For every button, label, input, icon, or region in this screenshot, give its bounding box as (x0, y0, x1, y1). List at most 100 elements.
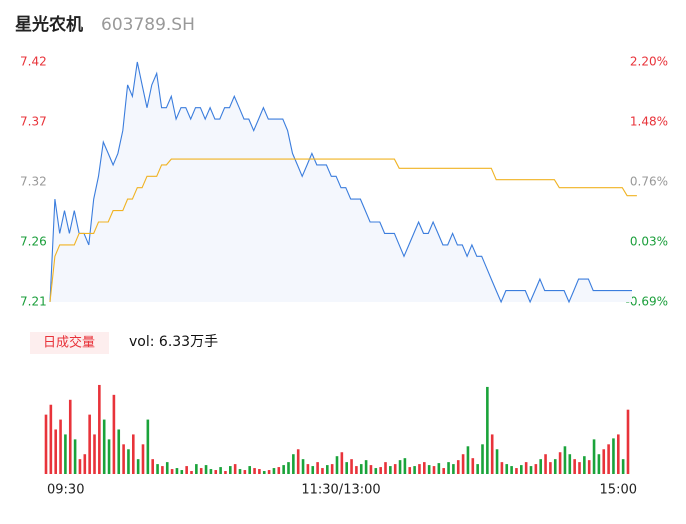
volume-label: vol: 6.33万手 (129, 334, 218, 350)
volume-bar (292, 454, 295, 474)
volume-bar (476, 464, 479, 474)
volume-bar (170, 469, 174, 474)
volume-bar (500, 462, 504, 474)
volume-bar (98, 384, 101, 474)
volume-bar (558, 452, 562, 474)
volume-bar (568, 454, 572, 474)
volume-bar (520, 465, 523, 474)
y2-tick-label: 1.48% (630, 115, 668, 129)
volume-bar (403, 458, 407, 474)
volume-bar (190, 471, 193, 474)
volume-bar (321, 468, 324, 474)
volume-bar (151, 459, 154, 474)
volume-bar (379, 467, 382, 474)
y-tick-label: 7.21 (20, 295, 47, 309)
legend-bg (30, 332, 109, 354)
volume-bar (413, 466, 416, 474)
volume-bar (165, 462, 169, 474)
volume-bar (573, 459, 576, 474)
volume-bar (607, 444, 610, 474)
volume-bar (306, 464, 310, 474)
volume-bar (481, 444, 484, 474)
volume-bar (583, 456, 586, 474)
volume-bar (408, 467, 412, 474)
price-line (49, 61, 632, 304)
volume-bar (515, 468, 518, 474)
volume-bar (296, 449, 300, 474)
volume-bar (486, 386, 489, 474)
volume-bar (553, 459, 557, 474)
volume-bar (442, 468, 445, 474)
y-tick-label: 7.42 (20, 55, 47, 69)
volume-bar (199, 468, 203, 474)
volume-bar (617, 434, 620, 474)
volume-bar (146, 419, 150, 474)
stock-code: 603789.SH (101, 15, 195, 35)
volume-bar (44, 414, 48, 474)
volume-bar (214, 470, 218, 474)
volume-bar (132, 434, 135, 474)
volume-bar (282, 465, 285, 474)
volume-bar (549, 462, 552, 474)
volume-bar (335, 456, 339, 474)
volume-bar (612, 438, 615, 474)
volume-bar (529, 466, 533, 474)
average-line (49, 158, 637, 303)
volume-bar (369, 465, 373, 474)
volume-bar (224, 471, 227, 474)
volume-legend: 日成交量 (43, 335, 95, 351)
y2-tick-label: 0.03% (630, 235, 668, 249)
volume-bar (340, 452, 344, 474)
volume-bar (253, 468, 256, 474)
volume-bar (127, 449, 130, 474)
volume-bar (423, 462, 426, 474)
volume-bar (592, 439, 596, 474)
volume-bar (73, 439, 77, 474)
y-tick-label: 7.37 (20, 115, 47, 129)
volume-bar (393, 464, 397, 474)
y-tick-label: 7.26 (20, 235, 47, 249)
volume-bar (359, 464, 363, 474)
volume-bar (587, 460, 591, 474)
volume-bar (262, 471, 266, 474)
volume-bar (195, 464, 198, 474)
volume-bar (107, 439, 111, 474)
volume-bar (427, 465, 431, 474)
volume-bar (563, 446, 567, 474)
volume-bar (59, 419, 62, 474)
volume-bar (461, 454, 465, 474)
volume-bar (602, 449, 606, 474)
volume-bar (248, 466, 251, 474)
x-tick-label: 11:30/13:00 (301, 483, 380, 498)
volume-bar (311, 466, 315, 474)
volume-bar (384, 462, 387, 474)
volume-bar (621, 459, 625, 474)
volume-bar (364, 460, 368, 474)
volume-bar (534, 464, 538, 474)
volume-bar (272, 468, 276, 474)
volume-bar (374, 468, 378, 474)
volume-bar (355, 466, 358, 474)
volume-bar (68, 399, 72, 474)
volume-bar (258, 469, 261, 474)
volume-bar (389, 466, 392, 474)
volume-bar (136, 459, 140, 474)
volume-bar (267, 470, 271, 474)
volume-bar (185, 466, 188, 474)
volume-bar (204, 465, 208, 474)
volume-bar (330, 464, 334, 474)
volume-bar (102, 419, 106, 474)
x-tick-label: 15:00 (600, 483, 637, 498)
volume-bar (597, 454, 601, 474)
volume-bar (161, 466, 164, 474)
volume-bar (495, 449, 499, 474)
volume-bar (180, 470, 184, 474)
volume-bar (243, 470, 247, 474)
volume-bar (49, 404, 53, 474)
volume-bar (64, 434, 67, 474)
volume-bar (112, 394, 116, 474)
volume-bar (301, 459, 305, 474)
volume-bar (141, 444, 145, 474)
volume-bar (471, 458, 475, 474)
y2-tick-label: 2.20% (630, 55, 668, 69)
